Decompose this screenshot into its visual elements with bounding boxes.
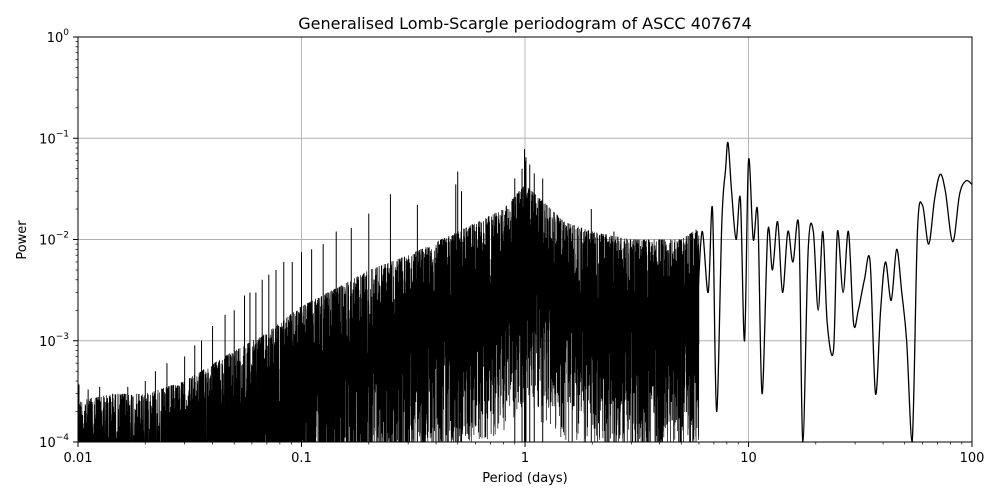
x-tick-label: 10 [740, 451, 757, 466]
x-tick-label: 0.1 [291, 451, 312, 466]
x-tick-label: 1 [521, 451, 529, 466]
periodogram-dense-trace [77, 185, 700, 443]
y-tick-label: 10−3 [39, 332, 69, 350]
chart-title: Generalised Lomb-Scargle periodogram of … [298, 14, 752, 33]
axes [73, 36, 973, 447]
y-tick-label: 100 [47, 28, 70, 46]
series-periodogram [77, 141, 973, 443]
y-tick-label: 10−2 [39, 231, 69, 249]
x-axis-title: Period (days) [482, 471, 568, 486]
x-tick-label: 0.01 [64, 451, 93, 466]
y-tick-label: 10−1 [39, 129, 69, 147]
periodogram-long-period-trace [696, 141, 973, 443]
tick-labels: 0.01 0.1 1 10 100 10−4 10−3 10−2 10−1 100 [39, 28, 984, 466]
y-axis-title: Power [15, 220, 30, 260]
y-tick-label: 10−4 [39, 433, 69, 451]
x-tick-label: 100 [960, 451, 985, 466]
